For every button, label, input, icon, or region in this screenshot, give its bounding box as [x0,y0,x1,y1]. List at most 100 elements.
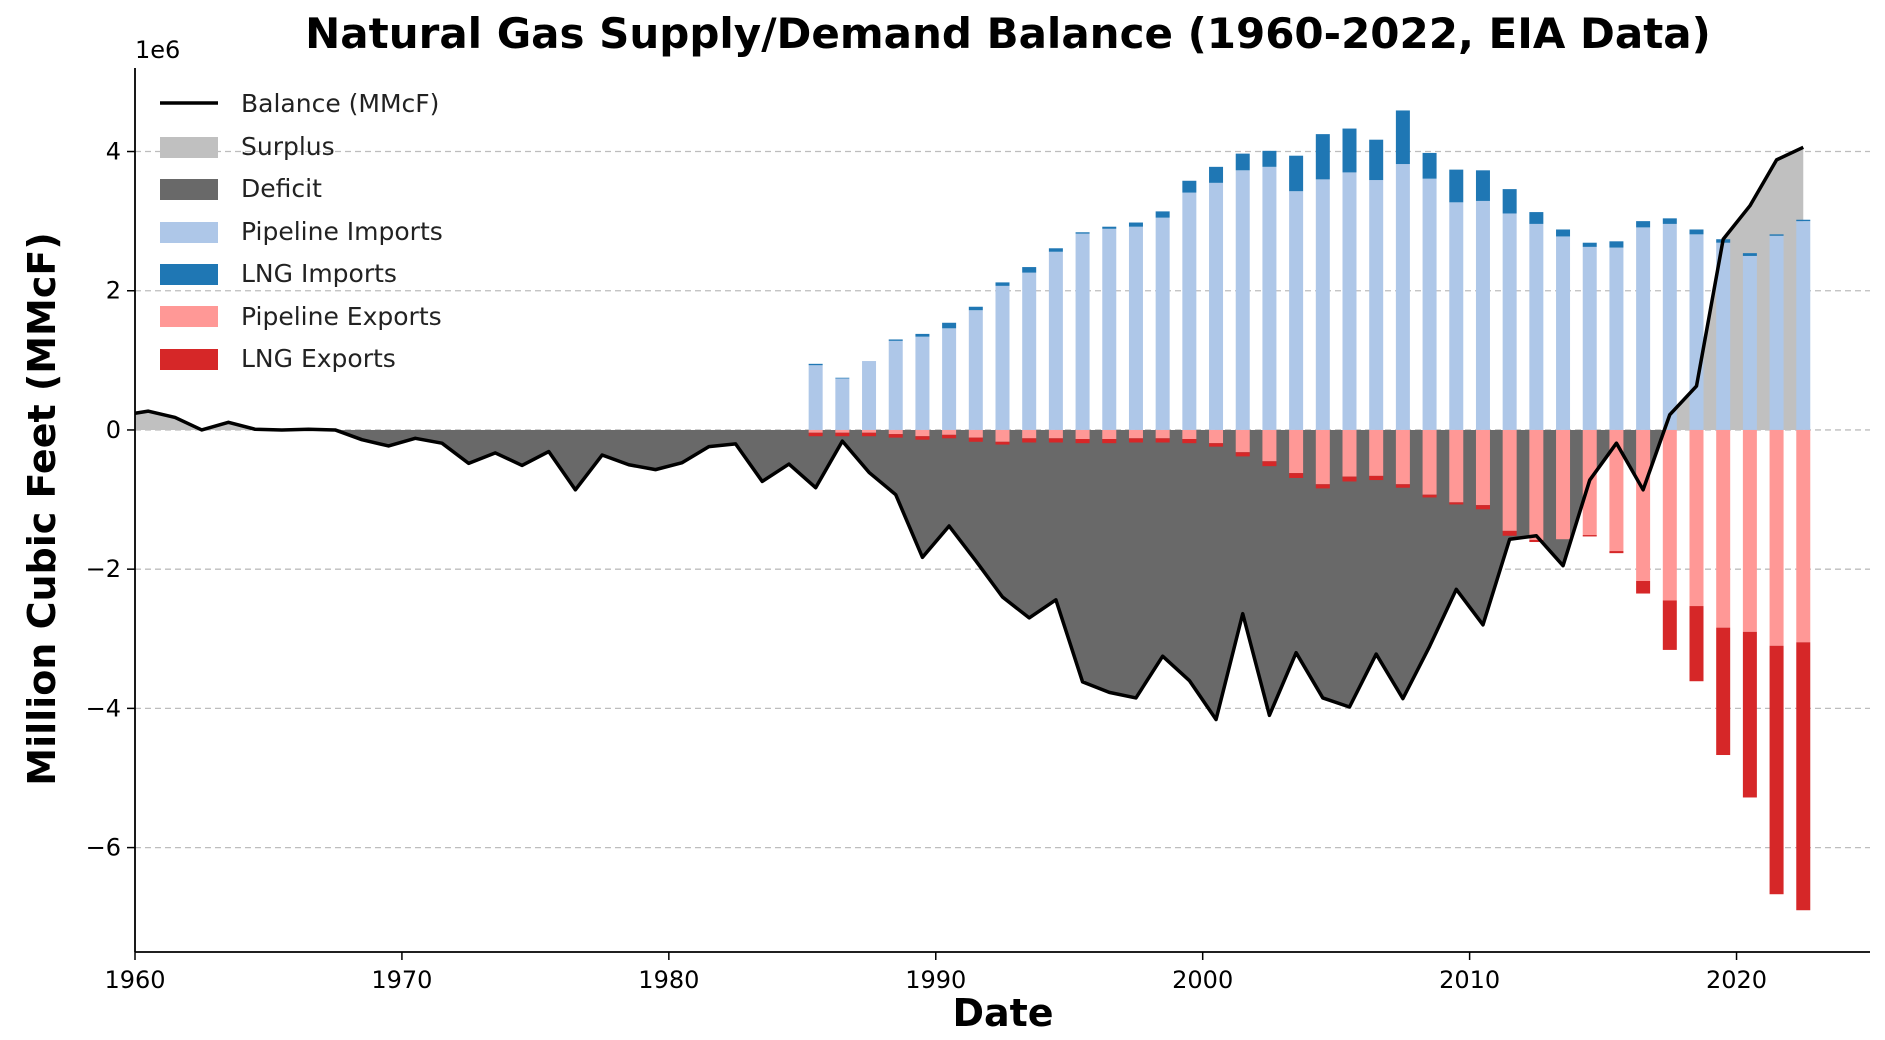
bar-pipeline-imports [1689,234,1704,430]
bar-lng-imports [1022,267,1037,273]
bar-pipeline-exports [1395,429,1410,485]
bar-pipeline-imports [1609,247,1624,430]
bar-lng-exports [1475,505,1490,510]
x-axis-label: Date [952,991,1053,1035]
bar-lng-imports [888,339,903,341]
bar-pipeline-exports [1609,429,1624,552]
bar-pipeline-exports [1662,429,1677,601]
x-tick-label: 2000 [1172,966,1233,994]
bar-pipeline-exports [1022,429,1037,439]
bar-pipeline-imports [1502,213,1517,430]
bar-lng-imports [1342,128,1357,173]
bar-pipeline-imports [862,361,877,430]
legend-swatch-pipeline-imports [160,222,218,243]
legend-swatch-pipeline-exports [160,306,218,327]
bar-lng-imports [835,377,850,379]
bar-lng-exports [1742,631,1757,798]
bar-lng-exports [1315,484,1330,489]
bar-pipeline-exports [1769,429,1784,646]
y-tick-label: 0 [106,416,121,444]
legend-label-surplus: Surplus [241,132,335,161]
bar-pipeline-imports [942,328,957,430]
bar-lng-imports [915,333,930,337]
bar-pipeline-exports [1422,429,1437,495]
balance-areas [135,147,1804,720]
bar-lng-exports [995,441,1010,445]
bar-pipeline-imports [1475,200,1490,430]
bar-pipeline-imports [1315,179,1330,430]
bar-lng-imports [1075,232,1090,234]
bar-lng-exports [968,437,983,442]
bar-lng-exports [1395,484,1410,488]
bar-lng-imports [1315,134,1330,180]
bar-pipeline-exports [942,429,957,435]
bar-lng-imports [1582,242,1597,247]
bar-lng-exports [1796,642,1811,911]
x-tick-label: 1970 [371,966,432,994]
y-tick-label: −6 [86,834,121,862]
bar-pipeline-exports [1529,429,1544,540]
bar-pipeline-imports [1369,180,1384,430]
bar-lng-exports [1128,438,1143,443]
bar-pipeline-exports [1128,429,1143,439]
bar-lng-exports [1502,530,1517,536]
bar-lng-exports [1716,627,1731,756]
bar-pipeline-exports [995,429,1010,442]
chart-title: Natural Gas Supply/Demand Balance (1960-… [305,9,1711,58]
bar-lng-exports [1689,606,1704,682]
y-tick-label: 4 [106,138,121,166]
bar-pipeline-exports [888,429,903,435]
bar-lng-imports [808,363,823,366]
bar-pipeline-imports [1075,233,1090,430]
bar-lng-exports [1262,461,1277,467]
bar-lng-exports [1022,438,1037,443]
deficit-area [335,429,1665,720]
bar-pipeline-exports [1475,429,1490,506]
bar-lng-imports [1182,180,1197,193]
legend-swatch-deficit [160,179,218,200]
bar-pipeline-imports [968,310,983,430]
bar-lng-exports [1235,452,1250,457]
bars-group [808,110,1811,911]
bar-pipeline-exports [835,429,850,433]
bar-lng-exports [1636,580,1651,594]
legend-label-pipeline-exports: Pipeline Exports [241,302,442,331]
bar-lng-imports [1475,170,1490,201]
legend-swatch-surplus [160,137,218,158]
bar-lng-exports [1102,439,1117,444]
bar-lng-imports [1769,234,1784,236]
ticks: 1960 1970 1980 1990 2000 2010 2020 −6 −4 −2 0 2 4 [86,138,1767,994]
bar-pipeline-exports [1262,429,1277,462]
bar-pipeline-exports [1209,429,1224,444]
bar-lng-exports [808,432,823,437]
legend-label-lng-imports: LNG Imports [241,259,397,288]
bar-pipeline-imports [1209,182,1224,430]
bar-pipeline-imports [1582,246,1597,430]
bar-pipeline-imports [915,336,930,430]
bar-lng-imports [1235,153,1250,171]
legend-item-balance: Balance (MMcF) [160,89,439,118]
bar-pipeline-exports [1342,429,1357,477]
bar-pipeline-imports [888,340,903,430]
bar-pipeline-exports [1155,429,1170,439]
bar-pipeline-imports [1796,221,1811,430]
bar-lng-exports [835,432,850,437]
bar-pipeline-imports [1022,272,1037,430]
bar-pipeline-imports [1155,217,1170,430]
y-tick-label: −4 [86,694,121,722]
x-tick-label: 1960 [104,966,165,994]
bar-lng-exports [1182,439,1197,444]
bar-pipeline-exports [1048,429,1063,439]
bar-lng-exports [1609,551,1624,554]
bar-pipeline-exports [1556,429,1571,540]
bar-pipeline-imports [1182,192,1197,430]
bar-pipeline-exports [1636,429,1651,581]
legend-swatch-lng-imports [160,264,218,285]
bar-pipeline-exports [1182,429,1197,440]
bar-pipeline-imports [835,378,850,430]
bar-lng-imports [968,306,983,311]
bar-lng-imports [1449,169,1464,203]
bar-lng-exports [1209,443,1224,447]
bar-lng-exports [1449,502,1464,505]
bar-pipeline-exports [1235,429,1250,453]
